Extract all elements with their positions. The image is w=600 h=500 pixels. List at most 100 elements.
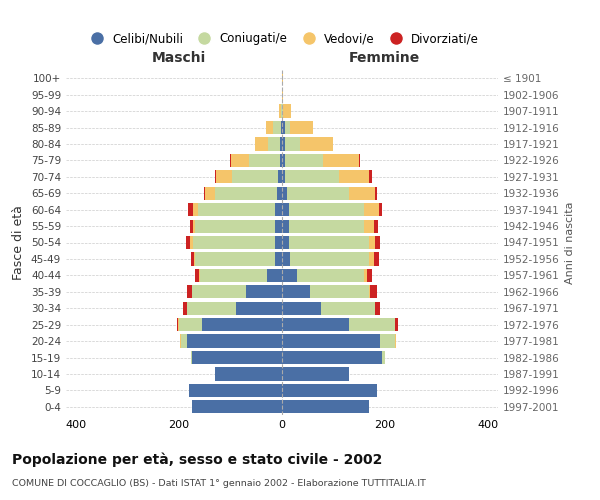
Bar — [179, 318, 202, 331]
Bar — [370, 170, 372, 183]
Bar — [287, 186, 349, 200]
Bar — [310, 285, 370, 298]
Bar — [193, 220, 195, 232]
Bar — [192, 400, 282, 413]
Bar — [192, 351, 282, 364]
Bar — [282, 302, 320, 315]
Bar — [284, 121, 290, 134]
Bar — [191, 351, 192, 364]
Bar — [266, 269, 282, 282]
Bar — [278, 170, 282, 183]
Bar — [282, 104, 283, 118]
Bar — [230, 154, 231, 167]
Bar — [190, 384, 282, 397]
Bar — [187, 334, 282, 347]
Bar — [236, 302, 282, 315]
Bar — [374, 252, 379, 266]
Bar — [395, 318, 398, 331]
Bar — [320, 302, 374, 315]
Text: COMUNE DI COCCAGLIO (BS) - Dati ISTAT 1° gennaio 2002 - Elaborazione TUTTITALIA.: COMUNE DI COCCAGLIO (BS) - Dati ISTAT 1°… — [12, 479, 426, 488]
Bar — [282, 186, 287, 200]
Bar — [282, 154, 284, 167]
Bar — [280, 138, 282, 150]
Bar — [195, 220, 275, 232]
Bar — [380, 334, 395, 347]
Bar — [194, 252, 195, 266]
Bar — [281, 121, 282, 134]
Bar — [231, 154, 249, 167]
Bar — [202, 318, 282, 331]
Bar — [192, 285, 246, 298]
Bar — [367, 269, 372, 282]
Bar — [282, 220, 289, 232]
Bar — [282, 318, 349, 331]
Bar — [374, 220, 378, 232]
Bar — [282, 368, 349, 380]
Bar — [283, 104, 291, 118]
Bar — [266, 121, 273, 134]
Bar — [187, 285, 192, 298]
Bar — [280, 154, 282, 167]
Bar — [187, 302, 236, 315]
Bar — [282, 400, 370, 413]
Bar — [268, 138, 280, 150]
Bar — [282, 138, 284, 150]
Bar — [282, 252, 290, 266]
Bar — [249, 154, 280, 167]
Bar — [382, 351, 385, 364]
Bar — [216, 170, 232, 183]
Bar — [370, 252, 374, 266]
Bar — [282, 88, 283, 101]
Bar — [193, 203, 197, 216]
Bar — [374, 186, 377, 200]
Bar — [232, 170, 278, 183]
Bar — [200, 269, 266, 282]
Bar — [215, 170, 216, 183]
Bar — [275, 220, 282, 232]
Bar — [364, 203, 379, 216]
Y-axis label: Anni di nascita: Anni di nascita — [565, 201, 575, 284]
Bar — [290, 121, 313, 134]
Bar — [275, 203, 282, 216]
Bar — [195, 252, 275, 266]
Bar — [190, 236, 193, 249]
Text: Popolazione per età, sesso e stato civile - 2002: Popolazione per età, sesso e stato civil… — [12, 452, 382, 467]
Bar — [204, 186, 205, 200]
Bar — [215, 186, 277, 200]
Bar — [205, 186, 215, 200]
Bar — [282, 334, 380, 347]
Bar — [191, 252, 194, 266]
Bar — [176, 318, 178, 331]
Bar — [277, 186, 282, 200]
Bar — [290, 252, 370, 266]
Y-axis label: Fasce di età: Fasce di età — [13, 205, 25, 280]
Bar — [349, 318, 395, 331]
Bar — [282, 203, 289, 216]
Bar — [273, 121, 281, 134]
Bar — [179, 334, 181, 347]
Bar — [282, 384, 377, 397]
Text: Maschi: Maschi — [152, 51, 206, 65]
Bar — [300, 138, 334, 150]
Bar — [186, 236, 190, 249]
Bar — [323, 154, 359, 167]
Bar — [298, 269, 364, 282]
Legend: Celibi/Nubili, Coniugati/e, Vedovi/e, Divorziati/e: Celibi/Nubili, Coniugati/e, Vedovi/e, Di… — [80, 28, 484, 50]
Bar — [282, 351, 382, 364]
Bar — [364, 269, 367, 282]
Bar — [375, 236, 380, 249]
Bar — [275, 236, 282, 249]
Bar — [338, 170, 370, 183]
Bar — [282, 121, 284, 134]
Bar — [215, 368, 282, 380]
Bar — [282, 285, 310, 298]
Bar — [282, 170, 284, 183]
Bar — [379, 203, 382, 216]
Bar — [282, 236, 289, 249]
Bar — [349, 186, 374, 200]
Bar — [359, 154, 360, 167]
Bar — [364, 220, 374, 232]
Bar — [289, 203, 364, 216]
Bar — [188, 203, 193, 216]
Bar — [369, 236, 375, 249]
